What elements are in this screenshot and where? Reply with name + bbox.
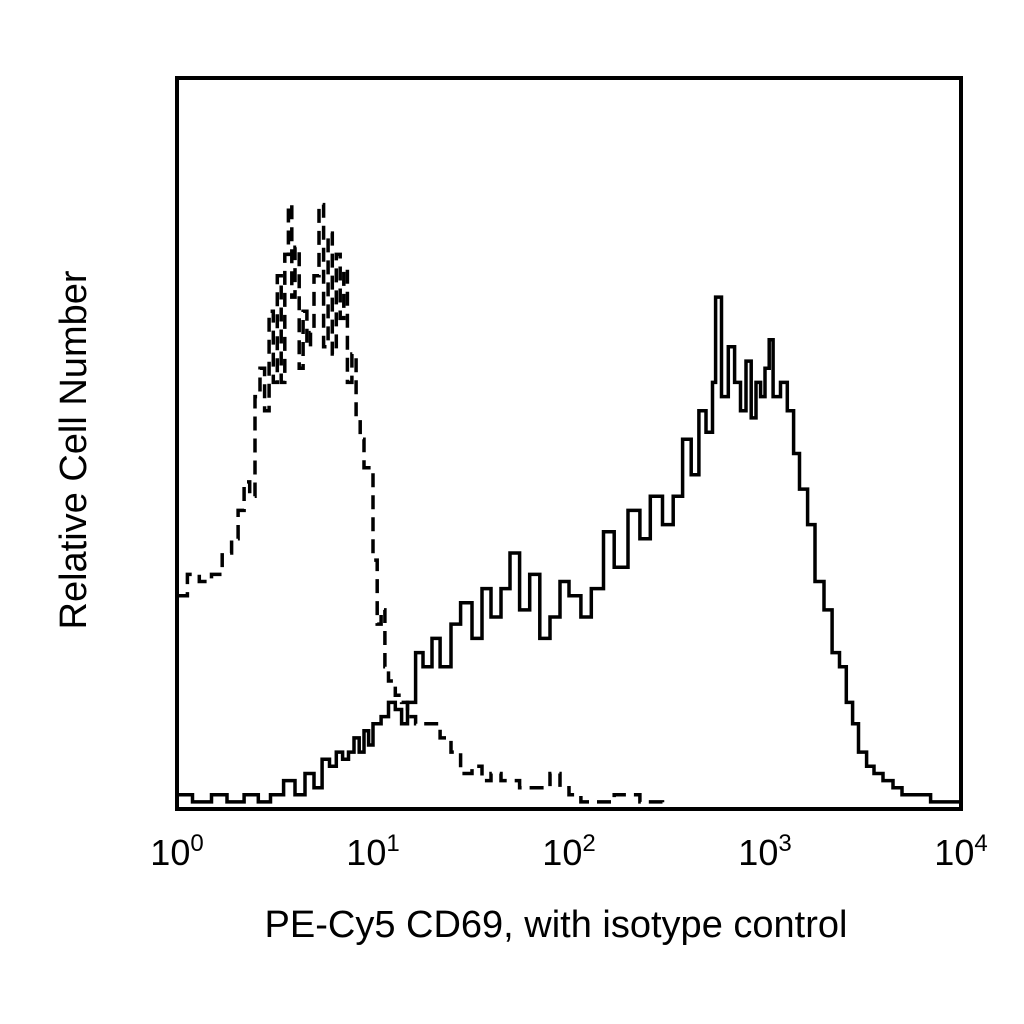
x-axis-label: PE-Cy5 CD69, with isotype control	[265, 904, 848, 946]
x-tick-label: 101	[346, 830, 399, 873]
plot-frame	[175, 76, 963, 811]
x-tick-label: 102	[542, 830, 595, 873]
y-axis-label: Relative Cell Number	[53, 270, 95, 629]
x-tick-labels: 100 101 102 103 104	[150, 830, 987, 873]
isotype-control-histogram	[177, 202, 961, 811]
cd69-histogram	[177, 295, 963, 809]
series-layer	[177, 202, 963, 811]
x-tick-label: 100	[150, 830, 203, 873]
x-tick-label: 103	[738, 830, 791, 873]
x-tick-label: 104	[934, 830, 987, 873]
